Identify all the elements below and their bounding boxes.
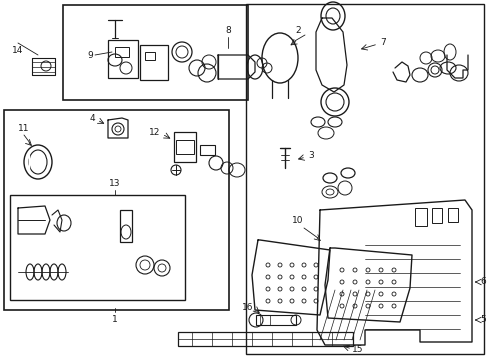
Bar [115, 47, 129, 57]
Bar [145, 52, 155, 60]
Text: 10: 10 [292, 216, 303, 225]
Text: 14: 14 [12, 45, 23, 54]
Bar [120, 210, 132, 242]
Text: 12: 12 [149, 127, 161, 136]
Text: 15: 15 [351, 346, 363, 355]
Text: 8: 8 [224, 26, 230, 35]
Text: 6: 6 [479, 278, 485, 287]
Bar [176, 140, 194, 154]
Bar [63, 5, 247, 100]
Bar [174, 132, 196, 162]
Text: 11: 11 [18, 123, 30, 132]
Bar [178, 332, 352, 346]
Bar [108, 40, 138, 78]
Text: 4: 4 [89, 113, 95, 122]
Bar [140, 45, 168, 80]
Text: 16: 16 [242, 303, 253, 312]
Text: 7: 7 [379, 37, 385, 46]
Bar [10, 195, 184, 300]
Text: 9: 9 [87, 50, 93, 59]
Bar [447, 208, 457, 222]
Bar [256, 315, 295, 325]
Bar [431, 208, 441, 223]
Text: 13: 13 [109, 179, 121, 188]
Bar [200, 145, 215, 155]
Bar [245, 4, 483, 354]
Text: 3: 3 [307, 150, 313, 159]
Bar [414, 208, 426, 226]
Text: 2: 2 [294, 26, 300, 35]
Text: 5: 5 [479, 315, 485, 324]
Text: 1: 1 [112, 315, 118, 324]
Bar [4, 110, 228, 310]
